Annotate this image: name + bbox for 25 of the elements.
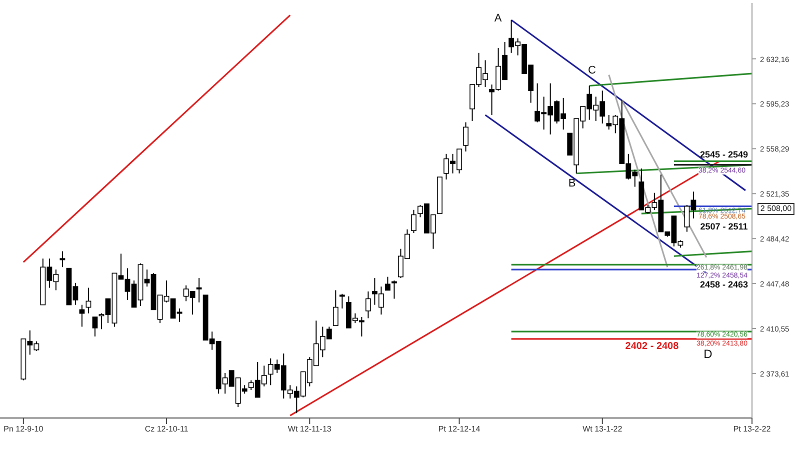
annotation: B bbox=[568, 178, 576, 190]
x-tick-label: Cz 12-10-11 bbox=[144, 424, 189, 434]
candlestick bbox=[92, 316, 98, 337]
candlestick bbox=[392, 280, 397, 300]
candlestick bbox=[60, 250, 66, 268]
annotation: D bbox=[704, 347, 712, 361]
x-tick-label: Pt 13-2-22 bbox=[733, 424, 772, 434]
x-tick-label: Wt 12-11-13 bbox=[288, 424, 332, 434]
x-tick-label: Wt 13-1-22 bbox=[582, 424, 623, 434]
candlestick bbox=[339, 293, 345, 309]
x-tick-label: Pn 12-9-10 bbox=[4, 424, 44, 434]
annotation: 2507 - 2511 bbox=[700, 222, 748, 232]
candlestick bbox=[365, 290, 371, 319]
annotation: A bbox=[494, 12, 502, 24]
candlestick bbox=[463, 122, 468, 152]
text: 2 508,00 bbox=[757, 203, 795, 215]
candlestick bbox=[332, 290, 338, 326]
candlestick bbox=[411, 209, 416, 234]
annotation: 2458 - 2463 bbox=[700, 280, 748, 290]
x-tick-label: Pt 12-12-14 bbox=[438, 424, 481, 434]
annotation: C bbox=[588, 64, 596, 76]
annotation: 2402 - 2408 bbox=[625, 341, 679, 352]
candlestick bbox=[196, 278, 202, 303]
annotation: 2545 - 2549 bbox=[700, 150, 748, 160]
candlestick bbox=[385, 276, 390, 291]
